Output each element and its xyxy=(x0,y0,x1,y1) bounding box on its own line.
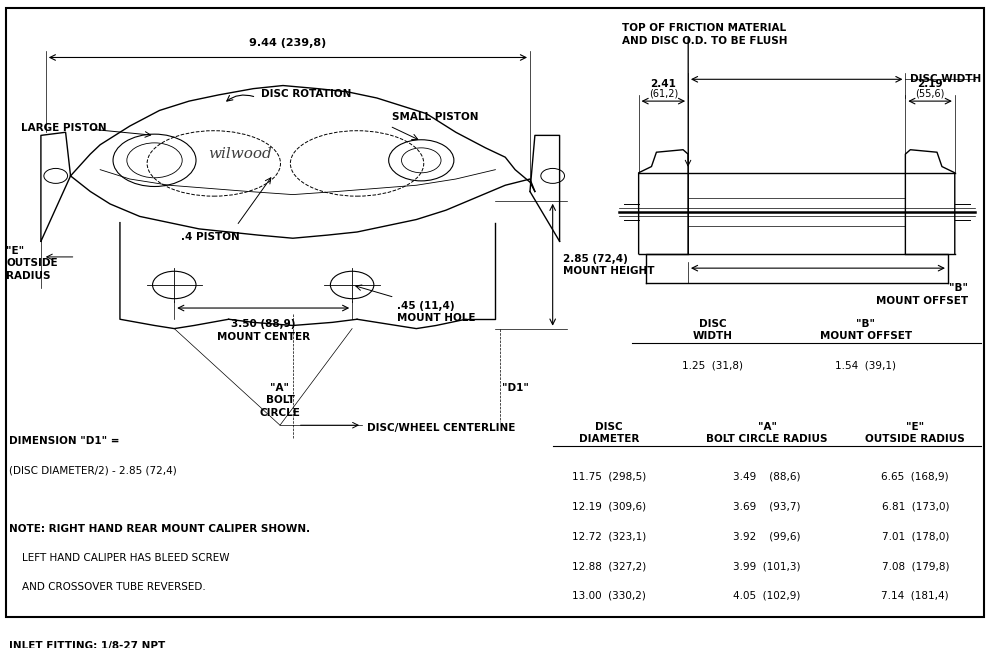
Text: "D1": "D1" xyxy=(502,383,529,393)
Text: "E"
OUTSIDE RADIUS: "E" OUTSIDE RADIUS xyxy=(865,421,965,444)
Text: 2.85 (72,4)
MOUNT HEIGHT: 2.85 (72,4) MOUNT HEIGHT xyxy=(563,253,654,276)
Text: 4.05  (102,9): 4.05 (102,9) xyxy=(733,591,801,601)
Text: DISC/WHEEL CENTERLINE: DISC/WHEEL CENTERLINE xyxy=(367,422,515,433)
Text: DIMENSION "D1" =: DIMENSION "D1" = xyxy=(9,436,120,446)
Text: 13.00  (330,2): 13.00 (330,2) xyxy=(572,591,646,601)
Text: TOP OF FRICTION MATERIAL
AND DISC O.D. TO BE FLUSH: TOP OF FRICTION MATERIAL AND DISC O.D. T… xyxy=(622,23,787,45)
Text: 1.25  (31,8): 1.25 (31,8) xyxy=(682,361,743,371)
Text: "B"
MOUNT OFFSET: "B" MOUNT OFFSET xyxy=(820,319,912,341)
Text: 1.54  (39,1): 1.54 (39,1) xyxy=(835,361,896,371)
Text: 12.72  (323,1): 12.72 (323,1) xyxy=(572,531,646,541)
Text: 2.41: 2.41 xyxy=(650,78,676,89)
Text: 3.50 (88,9)
MOUNT CENTER: 3.50 (88,9) MOUNT CENTER xyxy=(217,319,310,341)
Text: INLET FITTING: 1/8-27 NPT: INLET FITTING: 1/8-27 NPT xyxy=(9,641,166,648)
Text: "E"
OUTSIDE
RADIUS: "E" OUTSIDE RADIUS xyxy=(6,246,58,281)
Text: NOTE: RIGHT HAND REAR MOUNT CALIPER SHOWN.: NOTE: RIGHT HAND REAR MOUNT CALIPER SHOW… xyxy=(9,524,310,534)
Text: 11.75  (298,5): 11.75 (298,5) xyxy=(572,471,646,481)
Text: 7.01  (178,0): 7.01 (178,0) xyxy=(882,531,949,541)
Text: (DISC DIAMETER/2) - 2.85 (72,4): (DISC DIAMETER/2) - 2.85 (72,4) xyxy=(9,465,177,475)
Text: 12.88  (327,2): 12.88 (327,2) xyxy=(572,561,646,571)
Text: 2.19: 2.19 xyxy=(917,78,943,89)
Text: AND CROSSOVER TUBE REVERSED.: AND CROSSOVER TUBE REVERSED. xyxy=(9,583,206,592)
Text: SMALL PISTON: SMALL PISTON xyxy=(392,112,478,122)
Text: DISC ROTATION: DISC ROTATION xyxy=(261,89,352,98)
Text: DISC WIDTH: DISC WIDTH xyxy=(910,75,982,84)
Text: 3.99  (101,3): 3.99 (101,3) xyxy=(733,561,801,571)
Text: "B"
MOUNT OFFSET: "B" MOUNT OFFSET xyxy=(876,283,968,305)
Text: 3.49    (88,6): 3.49 (88,6) xyxy=(733,471,801,481)
Text: DISC
DIAMETER: DISC DIAMETER xyxy=(579,421,639,444)
Text: 3.69    (93,7): 3.69 (93,7) xyxy=(733,501,801,511)
Text: 6.65  (168,9): 6.65 (168,9) xyxy=(881,471,949,481)
Text: 6.81  (173,0): 6.81 (173,0) xyxy=(882,501,949,511)
Text: DISC
WIDTH: DISC WIDTH xyxy=(693,319,733,341)
Text: (55,6): (55,6) xyxy=(915,89,945,98)
Text: LARGE PISTON: LARGE PISTON xyxy=(21,123,107,133)
Text: LEFT HAND CALIPER HAS BLEED SCREW: LEFT HAND CALIPER HAS BLEED SCREW xyxy=(9,553,230,563)
Text: .4 PISTON: .4 PISTON xyxy=(181,232,240,242)
Text: .45 (11,4)
MOUNT HOLE: .45 (11,4) MOUNT HOLE xyxy=(397,301,475,323)
Text: (61,2): (61,2) xyxy=(649,89,678,98)
Text: 7.14  (181,4): 7.14 (181,4) xyxy=(881,591,949,601)
Text: "A"
BOLT CIRCLE RADIUS: "A" BOLT CIRCLE RADIUS xyxy=(706,421,828,444)
Text: 7.08  (179,8): 7.08 (179,8) xyxy=(882,561,949,571)
Text: 12.19  (309,6): 12.19 (309,6) xyxy=(572,501,646,511)
Text: wilwood: wilwood xyxy=(209,147,272,161)
Text: 3.92    (99,6): 3.92 (99,6) xyxy=(733,531,801,541)
Text: "A"
BOLT
CIRCLE: "A" BOLT CIRCLE xyxy=(260,383,300,417)
Text: 9.44 (239,8): 9.44 (239,8) xyxy=(249,38,327,48)
